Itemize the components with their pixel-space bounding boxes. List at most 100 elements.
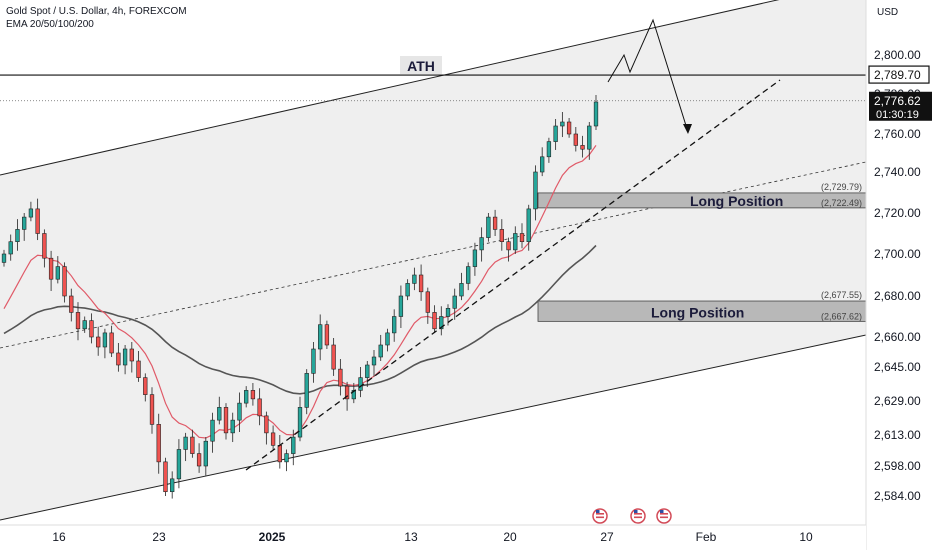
candle-body[interactable]: [75, 312, 81, 330]
candle-body[interactable]: [96, 336, 101, 348]
candle-body[interactable]: [89, 320, 94, 338]
candle-body[interactable]: [109, 332, 114, 354]
candle-body[interactable]: [163, 461, 168, 493]
candle-body[interactable]: [291, 436, 296, 454]
candle-body[interactable]: [183, 436, 188, 450]
candle-body[interactable]: [217, 407, 222, 421]
candle-body[interactable]: [439, 316, 444, 330]
candle-body[interactable]: [385, 332, 390, 346]
candle-body[interactable]: [203, 440, 208, 467]
candle-body[interactable]: [526, 208, 531, 242]
candle-body[interactable]: [344, 385, 350, 400]
indicator-legend[interactable]: EMA 20/50/100/200: [6, 19, 94, 30]
candle-body[interactable]: [176, 449, 182, 480]
flag-us-icon[interactable]: [630, 508, 646, 524]
candle-body[interactable]: [351, 390, 356, 400]
candle-body[interactable]: [492, 216, 498, 230]
candle-body[interactable]: [264, 415, 269, 434]
candle-body[interactable]: [149, 394, 155, 425]
candle-body[interactable]: [277, 445, 282, 463]
candle-body[interactable]: [1, 253, 7, 263]
candle-body[interactable]: [318, 324, 323, 350]
candle-body[interactable]: [412, 274, 417, 284]
candle-body[interactable]: [250, 390, 256, 400]
candle-body[interactable]: [432, 312, 437, 330]
ath-price-tag[interactable]: [868, 65, 930, 84]
candle-body[interactable]: [270, 432, 276, 446]
candle-body[interactable]: [445, 307, 451, 317]
candle-body[interactable]: [136, 360, 141, 378]
channel-lower-line[interactable]: [0, 334, 867, 521]
candle-body[interactable]: [566, 121, 572, 135]
candle-body[interactable]: [358, 377, 363, 391]
candle-body[interactable]: [331, 344, 336, 370]
candle-body[interactable]: [82, 320, 87, 330]
candle-body[interactable]: [55, 266, 60, 280]
candle-body[interactable]: [546, 141, 552, 158]
candle-body[interactable]: [196, 453, 202, 467]
candle-body[interactable]: [553, 125, 558, 142]
candle-body[interactable]: [472, 249, 478, 267]
candle-body[interactable]: [513, 233, 518, 251]
candle-body[interactable]: [28, 208, 34, 218]
candle-body[interactable]: [143, 377, 148, 395]
candle-body[interactable]: [257, 398, 262, 417]
candle-body[interactable]: [116, 352, 121, 366]
flag-us-icon[interactable]: [592, 508, 608, 524]
last-price-tag[interactable]: [869, 91, 932, 121]
candle-body[interactable]: [122, 348, 128, 366]
candle-body[interactable]: [102, 332, 108, 348]
candle-body[interactable]: [580, 145, 585, 150]
candle-body[interactable]: [223, 407, 229, 434]
flag-us-icon[interactable]: [656, 508, 672, 524]
candle-body[interactable]: [338, 368, 343, 387]
candle-body[interactable]: [210, 419, 215, 442]
candle-body[interactable]: [378, 344, 383, 358]
candle-body[interactable]: [533, 171, 538, 210]
candle-body[interactable]: [42, 233, 47, 259]
candle-body[interactable]: [15, 229, 20, 242]
candle-body[interactable]: [486, 216, 491, 238]
candle-body[interactable]: [62, 266, 67, 297]
candle-body[interactable]: [466, 266, 471, 284]
candle-body[interactable]: [230, 419, 235, 434]
candle-body[interactable]: [156, 424, 161, 463]
candle-body[interactable]: [22, 216, 27, 230]
candle-body[interactable]: [8, 241, 13, 255]
support-trendline[interactable]: [245, 79, 781, 471]
candle-body[interactable]: [304, 373, 309, 408]
candle-body[interactable]: [244, 390, 249, 404]
candle-body[interactable]: [519, 233, 525, 242]
projection-path[interactable]: [607, 18, 689, 133]
candle-body[interactable]: [560, 121, 565, 127]
candle-body[interactable]: [365, 364, 370, 378]
candle-body[interactable]: [190, 436, 195, 454]
candle-body[interactable]: [418, 274, 424, 293]
candle-body[interactable]: [459, 283, 464, 297]
candle-body[interactable]: [237, 402, 242, 421]
candle-body[interactable]: [425, 291, 430, 313]
candle-body[interactable]: [371, 356, 377, 366]
candle-body[interactable]: [479, 237, 484, 251]
candle-body[interactable]: [452, 295, 457, 309]
candle-body[interactable]: [499, 229, 504, 242]
candle-body[interactable]: [311, 348, 316, 374]
candle-body[interactable]: [573, 133, 578, 146]
candle-body[interactable]: [69, 295, 74, 313]
price-axis-panel[interactable]: [866, 0, 932, 550]
candle-body[interactable]: [587, 125, 592, 150]
candle-body[interactable]: [398, 295, 404, 317]
candle-body[interactable]: [297, 407, 303, 438]
candle-body[interactable]: [540, 156, 545, 173]
candle-body[interactable]: [170, 478, 175, 493]
candle-body[interactable]: [593, 101, 599, 127]
candle-body[interactable]: [48, 257, 54, 280]
channel-upper-line[interactable]: [0, 0, 866, 176]
candle-body[interactable]: [284, 453, 289, 463]
candle-body[interactable]: [405, 283, 410, 297]
candle-body[interactable]: [35, 208, 40, 234]
candle-body[interactable]: [324, 324, 330, 346]
candle-body[interactable]: [392, 316, 397, 334]
